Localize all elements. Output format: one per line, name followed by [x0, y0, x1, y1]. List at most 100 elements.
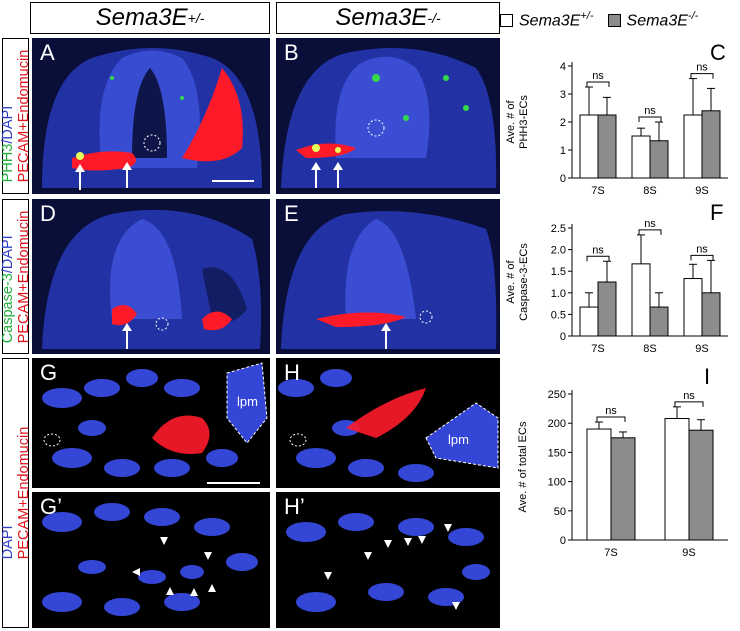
significance-bracket	[674, 401, 704, 407]
column-header-het-sup: +/-	[187, 10, 205, 26]
legend-ko-base: Sema3E	[626, 12, 688, 30]
panel-E-letter: E	[284, 201, 299, 226]
panel-H-letter: H	[284, 360, 300, 385]
bar	[688, 429, 714, 541]
panel-D: D	[32, 199, 270, 354]
panel-G2: G’	[32, 492, 270, 628]
row1-label-b: /DAPI	[0, 105, 16, 144]
panel-G2-image	[32, 492, 270, 628]
y-axis-label-line: Ave. # of total ECs	[517, 421, 529, 512]
y-axis-label: Ave. # ofPHH3-ECs	[506, 95, 530, 149]
y-tick-label: 200	[548, 418, 566, 430]
legend-swatch-ko	[607, 13, 621, 27]
panel-A-letter: A	[40, 40, 55, 65]
y-tick-label: 4	[560, 61, 566, 73]
significance-label: ns	[605, 405, 617, 417]
bar	[649, 140, 669, 179]
panel-H2-image	[276, 492, 500, 628]
panel-B-image	[276, 38, 500, 194]
x-tick-label: 9S	[695, 185, 708, 197]
x-tick-label: 9S	[682, 547, 695, 559]
y-tick-label: 3	[560, 89, 566, 101]
panel-G-lpm: lpm	[237, 394, 258, 409]
x-tick-label: 8S	[643, 343, 656, 355]
bar	[664, 418, 690, 541]
column-header-het: Sema3E +/-	[30, 2, 270, 34]
panel-G-image	[32, 358, 270, 488]
significance-label: ns	[696, 62, 708, 74]
column-header-ko-sup: -/-	[427, 10, 441, 26]
bar	[631, 263, 651, 337]
panel-D-letter: D	[40, 201, 56, 226]
legend-het-base: Sema3E	[519, 12, 581, 30]
row-label-2: Caspase-3/DAPI PECAM+Endomucin	[0, 199, 32, 354]
chart-legend: Sema3E+/- Sema3E-/-	[500, 10, 698, 30]
panel-H2: H’	[276, 492, 500, 628]
significance-label: ns	[683, 390, 695, 402]
significance-label: ns	[644, 105, 656, 117]
significance-label: ns	[696, 243, 708, 255]
chart-I: Ave. # of total ECs 0 50 100 150 200 250 7S ns 9S…	[517, 389, 728, 559]
chart-C-letter: C	[710, 40, 726, 65]
panel-G-letter: G	[40, 360, 58, 385]
bar	[586, 428, 612, 541]
row3-label-c: PECAM+Endomucin	[15, 426, 32, 560]
column-header-ko-base: Sema3E	[335, 4, 428, 31]
chart-C: Ave. # ofPHH3-ECs 0 1 2 3 4 7S ns 8S ns 9S ns	[506, 61, 728, 197]
bar	[610, 437, 636, 541]
chart-F: Ave. # ofCaspase-3-ECs 0 0.5 1.0 1.5 2.0 2.5 7S…	[506, 218, 728, 355]
bar	[701, 292, 721, 337]
y-tick-label: 1	[560, 145, 566, 157]
chart-F-letter: F	[710, 200, 724, 225]
x-tick-label: 8S	[643, 185, 656, 197]
row-label-3: DAPI PECAM+Endomucin	[0, 358, 32, 628]
x-tick-label: 9S	[695, 343, 708, 355]
y-axis-label: Ave. # of total ECs	[517, 421, 529, 512]
panel-E-image	[276, 199, 500, 354]
significance-bracket	[638, 116, 662, 122]
bar	[579, 306, 599, 337]
panel-E: E	[276, 199, 500, 354]
y-tick-label: 2	[560, 117, 566, 129]
y-axis-label-line: Ave. # of	[506, 259, 517, 303]
panel-A-image	[32, 38, 270, 194]
legend-swatch-het	[500, 13, 513, 27]
chart-I-letter: I	[704, 364, 711, 389]
y-tick-label: 250	[548, 389, 566, 401]
row2-label-c: PECAM+Endomucin	[15, 210, 32, 343]
panel-B-letter: B	[284, 40, 299, 65]
y-tick-label: 1.0	[551, 288, 566, 300]
significance-bracket	[586, 255, 610, 262]
y-tick-label: 150	[548, 447, 566, 459]
bar	[683, 114, 703, 179]
significance-bracket	[586, 81, 610, 87]
bar	[701, 110, 721, 179]
significance-bracket	[690, 254, 714, 261]
y-tick-label: 50	[554, 506, 566, 518]
column-header-het-base: Sema3E	[95, 4, 188, 31]
x-tick-label: 7S	[591, 185, 604, 197]
panel-H2-letter: H’	[284, 494, 305, 519]
y-tick-label: 100	[548, 477, 566, 489]
panel-G: G lpm	[32, 358, 270, 488]
panel-H-image	[276, 358, 500, 488]
y-axis-label-line: Caspase-3-ECs	[518, 243, 530, 321]
significance-label: ns	[592, 244, 604, 256]
bar	[649, 306, 669, 337]
x-tick-label: 7S	[604, 547, 617, 559]
significance-bracket	[596, 416, 626, 423]
significance-bracket	[690, 73, 714, 79]
panel-H: H lpm	[276, 358, 500, 488]
x-tick-label: 7S	[591, 343, 604, 355]
panel-D-image	[32, 199, 270, 354]
bar	[579, 114, 599, 179]
panel-B: B	[276, 38, 500, 194]
legend-het-sup: +/-	[580, 10, 594, 22]
row1-label-a: PHH3	[0, 143, 16, 183]
y-tick-label: 0	[560, 331, 566, 343]
panel-A: A	[32, 38, 270, 194]
legend-ko-sup: -/-	[687, 10, 699, 22]
significance-label: ns	[592, 70, 604, 82]
bar	[631, 135, 651, 179]
row3-label-a: DAPI	[0, 525, 16, 560]
